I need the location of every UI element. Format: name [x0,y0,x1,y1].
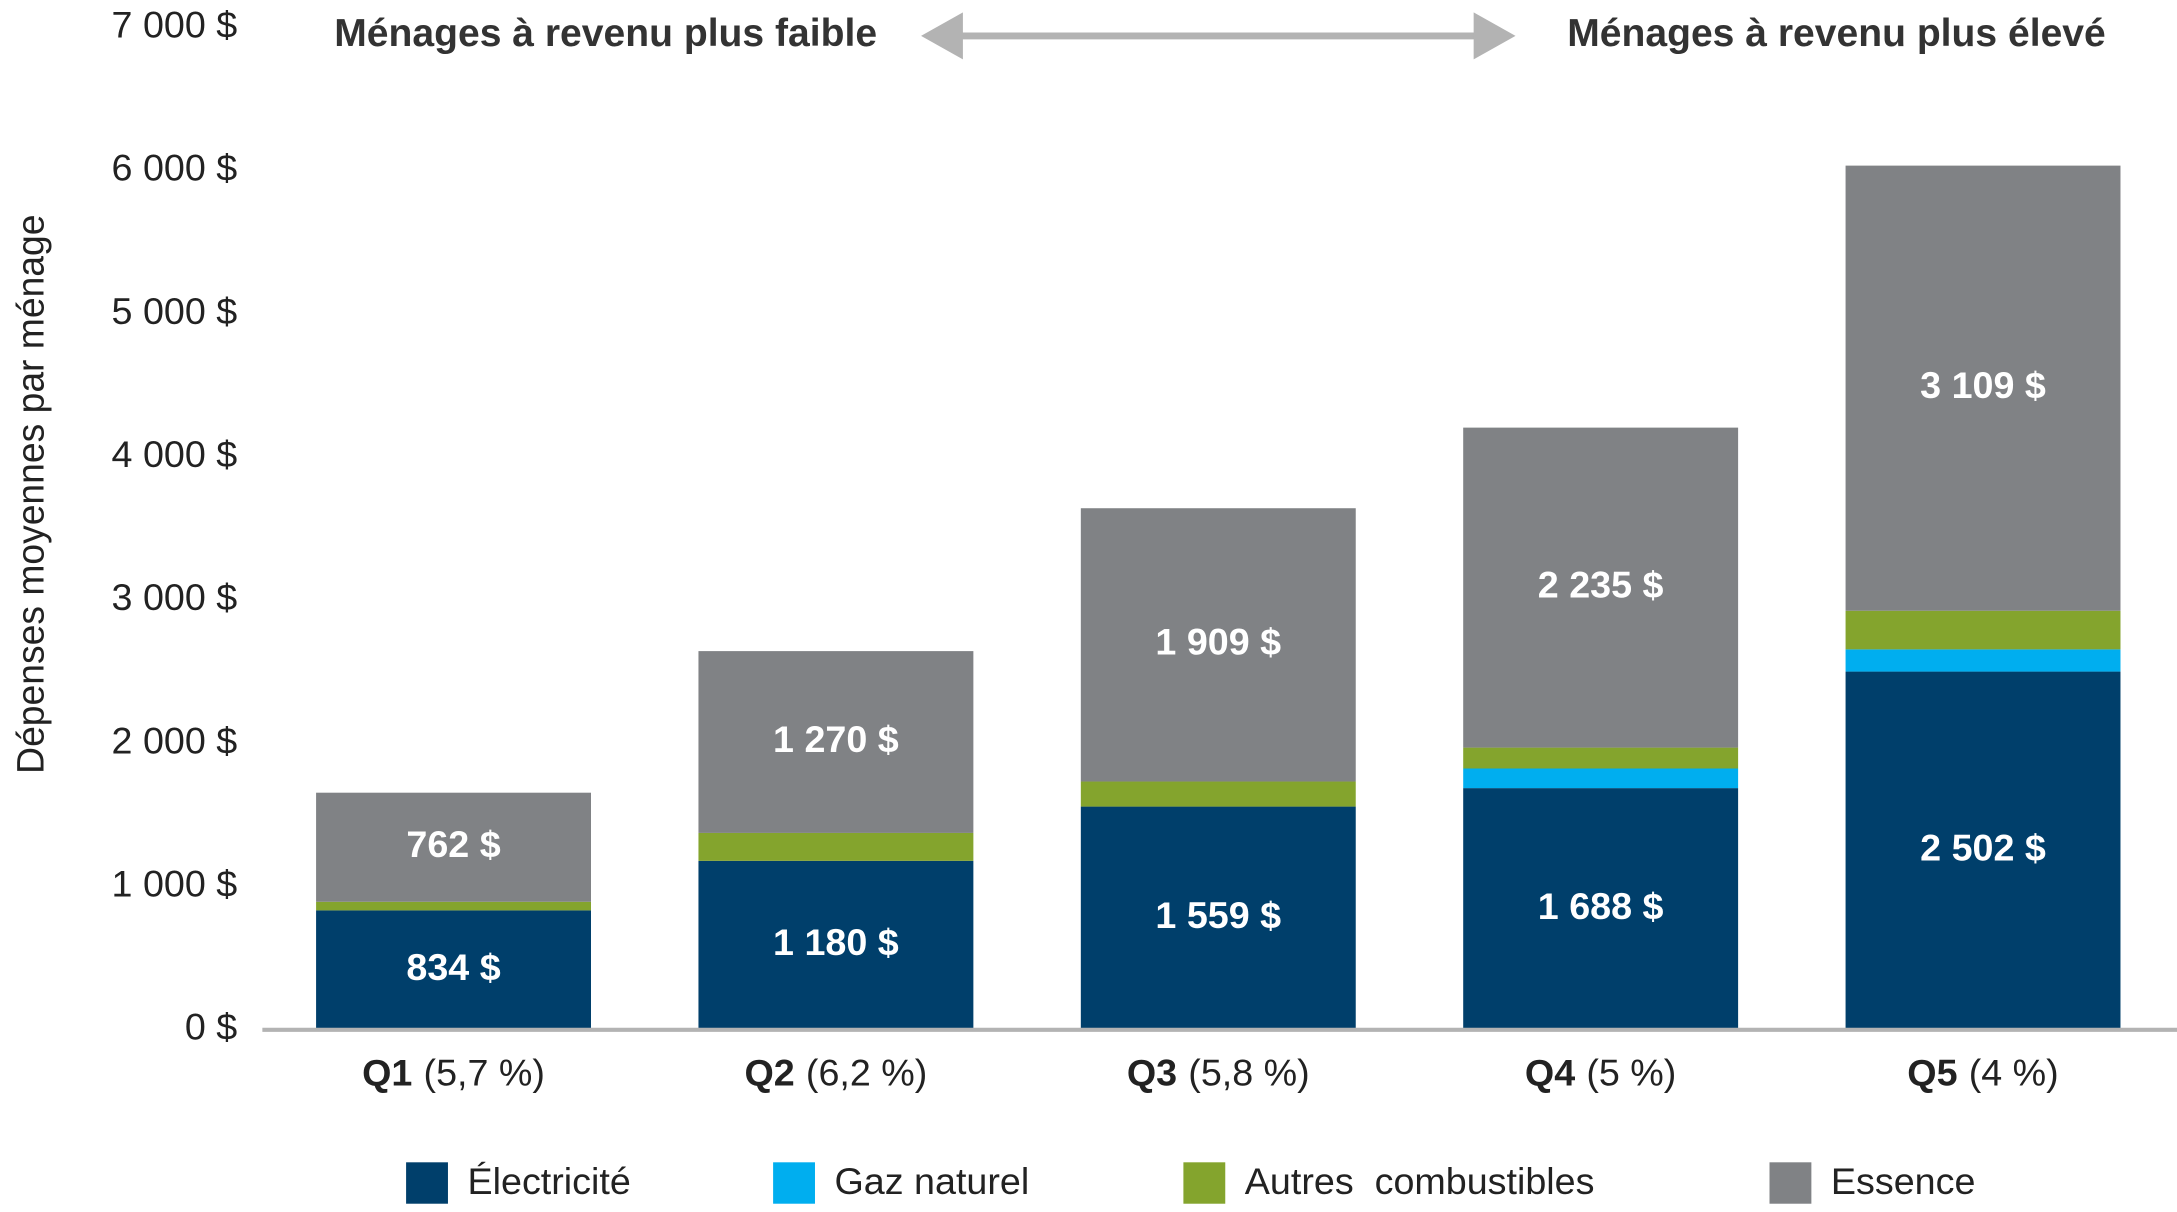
x-tick-label: Q2 (6,2 %) [744,1051,927,1093]
legend-label: Essence [1831,1160,1975,1202]
bar-segment [1845,165,2121,611]
legend-swatch [406,1162,448,1204]
legend-label: Autres combustibles [1245,1160,1595,1202]
y-tick-label: 5 000 $ [112,290,238,332]
data-label: 762 $ [406,823,500,865]
bar-segment [1845,671,2121,1030]
category-note: (6,2 %) [806,1051,927,1093]
bar-segment [1845,610,2121,650]
bar-segment [1463,788,1739,1030]
category: Q2 [744,1051,794,1093]
data-label: 834 $ [406,946,500,988]
category: Q4 [1525,1051,1575,1093]
bar-segment [1080,806,1356,1030]
y-tick-label: 6 000 $ [112,147,238,189]
x-tick-label: Q3 (5,8 %) [1127,1051,1310,1093]
data-label: 1 909 $ [1155,621,1281,663]
double-arrow [921,12,1516,60]
legend-swatch [1769,1162,1812,1204]
data-label: 1 270 $ [773,718,899,760]
y-axis-label: Dépenses moyennes par ménage [9,215,51,774]
bar-segment [1080,781,1356,807]
data-label: 1 180 $ [773,921,899,963]
category: Q3 [1127,1051,1177,1093]
category-note: (5,7 %) [424,1051,545,1093]
bar-segment [698,651,974,833]
bar-segment [698,832,974,861]
data-label: 1 688 $ [1538,885,1664,927]
data-label: 3 109 $ [1920,364,2046,406]
bar-segment [1463,768,1739,789]
bar-segment [1845,649,2121,672]
data-label: 2 502 $ [1920,827,2046,869]
bar-segment [1463,427,1739,748]
bar-segment [316,901,591,911]
category-note: (5,8 %) [1188,1051,1309,1093]
x-tick-label: Q5 (4 %) [1907,1051,2058,1093]
legend-swatch [773,1162,815,1204]
category: Q1 [362,1051,412,1093]
category-note: (4 %) [1969,1051,2059,1093]
bar-segment [316,792,591,902]
y-tick-label: 2 000 $ [112,719,238,761]
y-tick-label: 4 000 $ [112,433,238,475]
category: Q5 [1907,1051,1957,1093]
y-tick-label: 7 000 $ [112,4,238,46]
bar-segment [1463,747,1739,769]
bar-segment [698,860,974,1030]
x-tick-label: Q1 (5,7 %) [362,1051,545,1093]
data-label: 2 235 $ [1538,564,1664,606]
legend-swatch [1183,1162,1226,1204]
x-tick-label: Q4 (5 %) [1525,1051,1676,1093]
annotation: Ménages à revenu plus élevé [1567,12,2106,55]
y-tick-label: 3 000 $ [112,576,238,618]
bar-segment [1080,508,1356,782]
y-tick-label: 0 $ [185,1006,238,1048]
legend-label: Électricité [467,1160,630,1202]
annotation: Ménages à revenu plus faible [334,12,877,55]
y-tick-label: 1 000 $ [112,863,238,905]
category-note: (5 %) [1586,1051,1676,1093]
legend-label: Gaz naturel [835,1160,1030,1202]
data-label: 1 559 $ [1155,894,1281,936]
bar-segment [316,910,591,1030]
